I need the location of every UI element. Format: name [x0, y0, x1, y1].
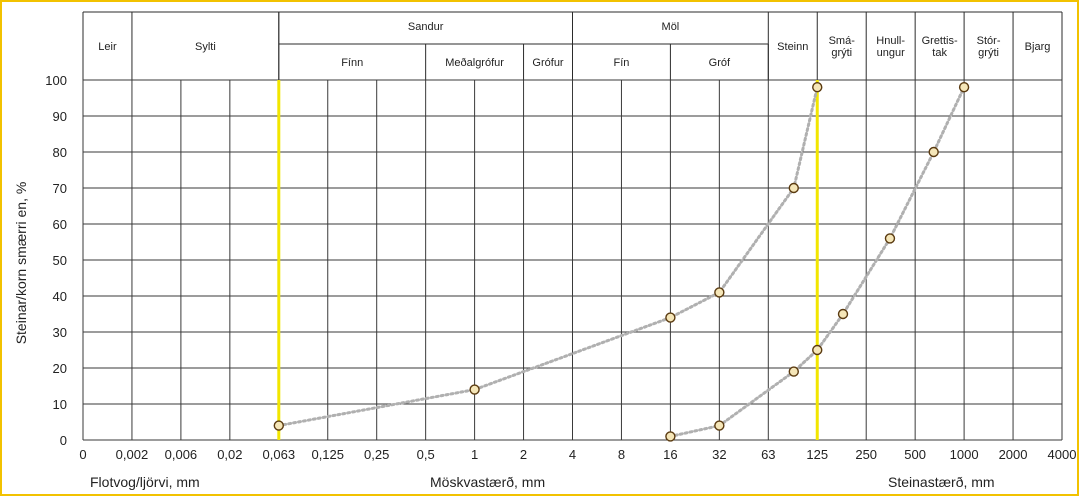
x-tick-label: 0,02 — [217, 447, 242, 462]
x-axis-title-left: Flotvog/ljörvi, mm — [90, 474, 200, 490]
classification-header: Sandur Möl Leir Sylti Fínn Meðalgrófur Grófur F… — [82, 11, 1063, 80]
data-point — [273, 420, 284, 431]
x-tick-label: 0 — [79, 447, 86, 462]
y-tick-label: 30 — [53, 325, 67, 340]
header-cell-label: tak — [932, 47, 947, 59]
header-cell-label: Smá- — [829, 35, 856, 47]
header-cell-label: Sylti — [195, 41, 216, 53]
data-point — [665, 312, 676, 323]
x-tick-label: 0,002 — [116, 447, 149, 462]
data-point — [958, 81, 970, 93]
y-tick-label: 40 — [53, 289, 67, 304]
header-cell-label: ungur — [877, 47, 905, 59]
x-tick-label: 1000 — [950, 447, 979, 462]
header-cell-label: Fínn — [341, 57, 363, 69]
reference-lines — [277, 80, 819, 440]
header-cell-label: Gróf — [709, 57, 731, 69]
x-tick-label: 4000 — [1048, 447, 1077, 462]
data-point — [714, 287, 725, 298]
x-tick-label: 0,006 — [165, 447, 198, 462]
data-point — [812, 344, 823, 356]
y-tick-label: 90 — [53, 109, 67, 124]
y-tick-label: 0 — [60, 433, 67, 448]
x-tick-label: 0,125 — [311, 447, 344, 462]
header-cell-label: grýti — [978, 47, 999, 59]
header-cell-label: grýti — [831, 47, 852, 59]
x-tick-label: 8 — [618, 447, 625, 462]
header-cell-label: Fín — [613, 57, 629, 69]
header-cell-label: Stór- — [977, 35, 1001, 47]
y-tick-label: 50 — [53, 253, 67, 268]
header-cell-label: Bjarg — [1025, 41, 1051, 53]
header-cell-label: Leir — [98, 41, 117, 53]
y-tick-label: 70 — [53, 181, 67, 196]
x-tick-label: 0,25 — [364, 447, 389, 462]
data-point — [788, 366, 799, 377]
header-cell-label: Grettis- — [922, 35, 958, 47]
header-cell-label: Steinn — [777, 41, 808, 53]
header-cell-label: Meðalgrófur — [445, 57, 504, 69]
data-series — [273, 81, 970, 442]
y-tick-label: 10 — [53, 397, 67, 412]
y-tick-label: 20 — [53, 361, 67, 376]
x-tick-label: 0,063 — [263, 447, 296, 462]
data-point — [469, 384, 480, 395]
x-tick-label: 125 — [806, 447, 828, 462]
x-tick-label: 500 — [904, 447, 926, 462]
x-tick-label: 1 — [471, 447, 478, 462]
data-point — [665, 431, 676, 442]
series-line — [668, 85, 966, 438]
x-tick-label: 2 — [520, 447, 527, 462]
header-cell-label: Grófur — [532, 57, 564, 69]
y-tick-label: 100 — [45, 73, 67, 88]
data-point — [884, 233, 896, 244]
x-tick-label: 0,5 — [417, 447, 435, 462]
y-axis-title: Steinar/korn smærri en, % — [13, 182, 29, 345]
y-tick-label: 80 — [53, 145, 67, 160]
x-tick-label: 250 — [855, 447, 877, 462]
data-point — [837, 308, 849, 320]
x-axis-title-center: Möskvastærð, mm — [430, 474, 545, 490]
x-tick-label: 63 — [761, 447, 775, 462]
data-point — [812, 81, 823, 93]
grid — [82, 79, 1063, 441]
data-point — [714, 420, 725, 431]
x-tick-label: 16 — [663, 447, 677, 462]
header-cell-label: Hnull- — [876, 35, 905, 47]
x-tick-label: 32 — [712, 447, 726, 462]
header-group-sandur: Sandur — [408, 21, 444, 33]
y-tick-label: 60 — [53, 217, 67, 232]
data-point — [788, 182, 799, 194]
data-point — [928, 146, 939, 158]
header-group-mol: Möl — [662, 21, 680, 33]
x-tick-label: 2000 — [999, 447, 1028, 462]
series-line — [277, 85, 819, 428]
x-tick-label: 4 — [569, 447, 576, 462]
x-axis-title-right: Steinastærð, mm — [888, 474, 995, 490]
